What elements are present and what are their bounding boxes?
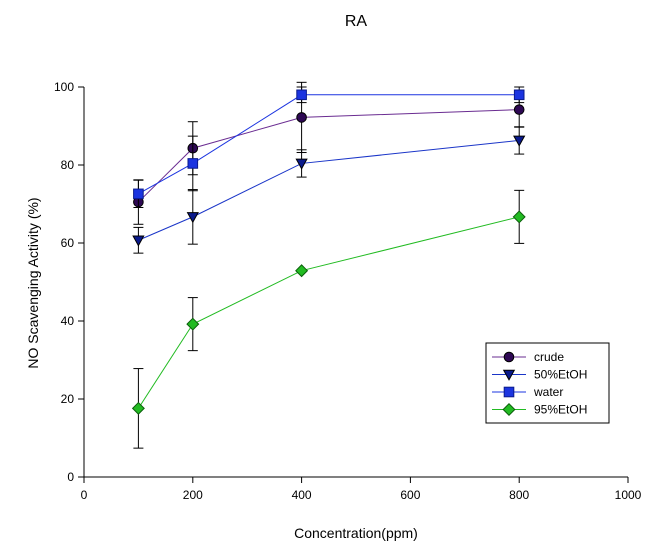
y-tick-label: 40	[61, 314, 75, 328]
data-point	[295, 264, 309, 278]
series-line	[138, 109, 520, 203]
series-line	[138, 94, 520, 195]
y-tick-label: 20	[61, 392, 75, 406]
data-point	[133, 188, 144, 200]
data-point	[296, 89, 307, 101]
data-point	[131, 401, 145, 415]
x-axis-label: Concentration(ppm)	[294, 525, 418, 541]
legend-label: water	[533, 385, 563, 399]
plot-area: 0 200 400 600 800 1000 0 20 40 60 80 100	[54, 80, 642, 502]
x-tick-label: 600	[400, 488, 420, 502]
data-point	[186, 317, 200, 331]
data-point	[513, 135, 526, 147]
data-point	[513, 104, 525, 115]
x-tick-label: 200	[183, 488, 203, 502]
x-tick-label: 400	[292, 488, 312, 502]
series-50-etoh	[132, 126, 526, 254]
y-axis-label: NO Scavenging Activity (%)	[25, 197, 41, 368]
data-point	[512, 210, 526, 224]
legend-item-50-etoh: 50%EtOH	[492, 368, 587, 382]
data-point	[132, 235, 145, 247]
legend-marker	[503, 351, 515, 363]
series-95-etoh	[131, 189, 526, 449]
data-point	[295, 158, 308, 170]
y-tick-label: 80	[61, 158, 75, 172]
legend-item-95-etoh: 95%EtOH	[492, 403, 587, 417]
y-tick-label: 100	[54, 80, 74, 94]
series-line	[138, 139, 520, 241]
legend-label: 50%EtOH	[534, 368, 587, 382]
series-water	[133, 86, 525, 209]
x-tick-label: 0	[81, 488, 88, 502]
x-tick-label: 800	[509, 488, 529, 502]
legend-marker	[502, 369, 516, 381]
legend-item-crude: crude	[492, 350, 564, 364]
y-tick-label: 0	[67, 470, 74, 484]
legend-label: crude	[534, 350, 564, 364]
series-line	[137, 216, 520, 409]
chart-title: RA	[345, 13, 368, 30]
legend-marker	[503, 386, 515, 398]
data-point	[186, 212, 199, 224]
x-tick-label: 1000	[615, 488, 642, 502]
legend-label: 95%EtOH	[534, 403, 587, 417]
data-point	[296, 112, 307, 123]
legend: crude 50%EtOH water 95%EtOH	[485, 342, 610, 424]
y-tick-label: 60	[61, 236, 75, 250]
data-point	[187, 158, 199, 169]
data-point	[513, 89, 525, 101]
series-crude	[133, 81, 525, 225]
legend-item-water: water	[492, 385, 563, 399]
legend-marker	[502, 402, 516, 417]
